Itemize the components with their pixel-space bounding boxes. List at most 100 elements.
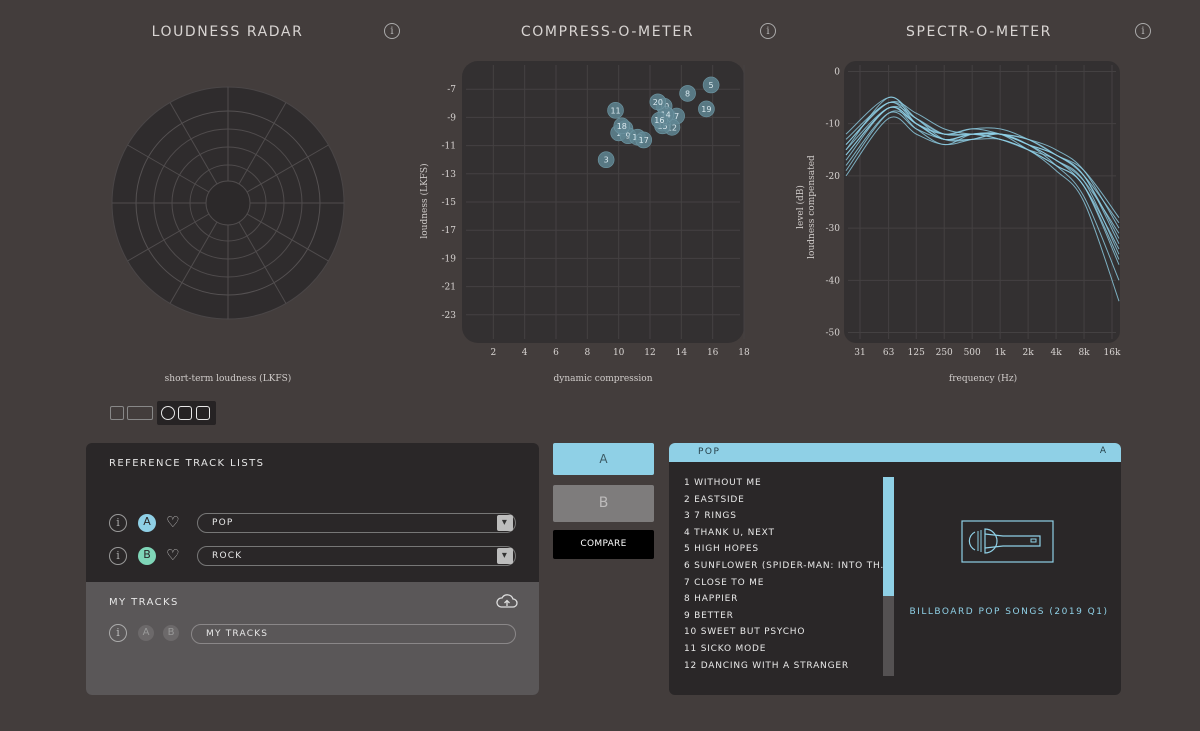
reference-b-heart-icon[interactable]: ♡ <box>166 546 180 564</box>
cloud-upload-icon[interactable] <box>496 594 518 610</box>
compress-point-marker[interactable] <box>651 111 668 129</box>
compress-point[interactable]: 16 <box>651 111 668 129</box>
loudness-radar-title: LOUDNESS RADAR <box>151 24 304 40</box>
compress-point-label: 16 <box>654 116 664 125</box>
track-list-item[interactable]: 6 SUNFLOWER (SPIDER-MAN: INTO TH... <box>684 560 892 571</box>
compress-point-marker[interactable] <box>679 85 696 102</box>
radar-spoke <box>169 102 218 185</box>
compress-point-marker[interactable] <box>597 151 615 168</box>
compress-y-tick-label: -7 <box>447 85 456 95</box>
compress-point[interactable]: 3 <box>597 151 615 168</box>
reference-a-info-icon[interactable]: i <box>109 514 127 532</box>
reference-a-select[interactable]: POP ▾ <box>197 513 516 533</box>
chevron-down-icon[interactable]: ▾ <box>497 515 513 531</box>
compress-point-label: 11 <box>610 106 620 115</box>
reference-b-select-value: ROCK <box>212 551 243 561</box>
tracklist-panel: POP A 1 WITHOUT ME 2 EASTSIDE 3 7 RINGS 4 T… <box>669 443 1121 695</box>
radar-spoke <box>169 221 218 304</box>
compress-y-tick-label: -11 <box>442 142 457 152</box>
track-list-item[interactable]: 11 SICKO MODE <box>684 643 767 654</box>
track-list: 1 WITHOUT ME 2 EASTSIDE 3 7 RINGS 4 THANK U… <box>684 475 892 674</box>
spectr-y-tick-label: -50 <box>826 329 841 339</box>
track-list-item[interactable]: 2 EASTSIDE <box>684 494 745 505</box>
compress-point[interactable]: 5 <box>702 76 720 94</box>
reference-a-select-value: POP <box>212 518 234 528</box>
compress-x-tick-label: 18 <box>738 348 750 358</box>
compress-point-label: 8 <box>685 89 690 98</box>
my-tracks-title: MY TRACKS <box>109 597 179 608</box>
compress-y-tick-label: -9 <box>447 113 456 123</box>
compress-point[interactable]: 8 <box>679 85 696 102</box>
radar-spokes <box>112 87 344 319</box>
reference-b-info-icon[interactable]: i <box>109 547 127 565</box>
my-tracks-info-icon[interactable]: i <box>109 624 127 642</box>
track-list-item[interactable]: 7 CLOSE TO ME <box>684 577 765 588</box>
tracklist-header-title: POP <box>698 447 721 457</box>
compress-point-marker[interactable] <box>649 93 667 111</box>
compress-point[interactable]: 17 <box>635 131 653 149</box>
compress-o-meter-title: COMPRESS-O-METER <box>520 24 695 40</box>
square-view-toggle-1[interactable] <box>178 406 192 420</box>
compress-point-marker[interactable] <box>702 76 720 94</box>
compress-y-tick-label: -17 <box>442 226 457 236</box>
spectr-y-tick-label: 0 <box>834 67 840 77</box>
a-button[interactable]: A <box>553 443 654 475</box>
compress-point[interactable]: 19 <box>698 100 715 118</box>
chevron-down-icon[interactable]: ▾ <box>497 548 513 564</box>
spectr-x-tick-label: 63 <box>883 348 895 358</box>
compare-button[interactable]: COMPARE <box>553 530 654 559</box>
track-list-item[interactable]: 12 DANCING WITH A STRANGER <box>684 660 849 671</box>
tracklist-scrollbar[interactable] <box>883 477 894 676</box>
track-list-item[interactable]: 9 BETTER <box>684 610 734 621</box>
reference-a-heart-icon[interactable]: ♡ <box>166 513 180 531</box>
compress-point-label: 5 <box>709 81 714 90</box>
reference-b-badge[interactable]: B <box>138 547 156 565</box>
square-view-toggle-2[interactable] <box>196 406 210 420</box>
spectr-x-tick-label: 500 <box>964 348 981 358</box>
compress-point-marker[interactable] <box>613 117 631 135</box>
wide-view-toggle[interactable] <box>127 406 153 420</box>
loudness-radar-info-icon[interactable]: i <box>384 23 400 39</box>
spectr-x-ticks: 31 63 125 250 500 1k 2k 4k 8k 16k <box>854 348 1121 358</box>
my-tracks-b-badge[interactable]: B <box>163 625 179 641</box>
compress-o-meter-chart: -7 -9 -11 -13 -15 -17 -19 -21 -23 2 4 6 8 10 12 14 16 18… <box>442 61 750 358</box>
my-tracks-panel: MY TRACKS i A B MY TRACKS <box>86 582 539 695</box>
my-tracks-select[interactable]: MY TRACKS <box>191 624 516 644</box>
compress-point[interactable]: 11 <box>607 102 624 119</box>
circle-view-toggle[interactable] <box>161 406 175 420</box>
track-list-item[interactable]: 3 7 RINGS <box>684 511 737 522</box>
spectr-x-tick-label: 125 <box>908 348 925 358</box>
reference-b-select[interactable]: ROCK ▾ <box>197 546 516 566</box>
spectr-x-tick-label: 16k <box>1104 348 1121 358</box>
track-list-item[interactable]: 5 HIGH HOPES <box>684 544 759 555</box>
reference-a-badge[interactable]: A <box>138 514 156 532</box>
compress-grid <box>466 65 745 339</box>
spectr-series-line <box>845 110 1120 302</box>
track-list-item[interactable]: 1 WITHOUT ME <box>684 478 762 488</box>
compress-point-marker[interactable] <box>607 102 624 119</box>
compress-x-tick-label: 4 <box>522 348 528 358</box>
track-list-item[interactable]: 8 HAPPIER <box>684 594 739 605</box>
compress-point-label: 9 <box>626 132 631 141</box>
spectr-y-tick-label: -10 <box>826 120 841 130</box>
compress-x-tick-label: 2 <box>490 348 496 358</box>
track-list-item[interactable]: 4 THANK U, NEXT <box>684 527 775 538</box>
spectr-plot-area <box>844 61 1120 343</box>
spectr-o-meter-info-icon[interactable]: i <box>1135 23 1151 39</box>
b-button[interactable]: B <box>553 485 654 522</box>
compress-point[interactable]: 20 <box>649 93 667 111</box>
compress-o-meter-info-icon[interactable]: i <box>760 23 776 39</box>
view-toggle-group <box>108 401 216 425</box>
compress-point-marker[interactable] <box>698 100 715 118</box>
compress-point-marker[interactable] <box>635 131 653 149</box>
compress-point-label: 18 <box>617 122 627 131</box>
compress-point-label: 7 <box>674 112 679 121</box>
compress-x-tick-label: 8 <box>584 348 590 358</box>
compress-y-tick-label: -23 <box>442 311 457 321</box>
small-view-toggle[interactable] <box>110 406 124 420</box>
my-tracks-a-badge[interactable]: A <box>138 625 154 641</box>
compress-point[interactable]: 18 <box>613 117 631 135</box>
track-list-item[interactable]: 10 SWEET BUT PSYCHO <box>684 627 806 638</box>
my-tracks-select-value: MY TRACKS <box>206 629 269 639</box>
tracklist-scrollbar-thumb[interactable] <box>883 477 894 597</box>
